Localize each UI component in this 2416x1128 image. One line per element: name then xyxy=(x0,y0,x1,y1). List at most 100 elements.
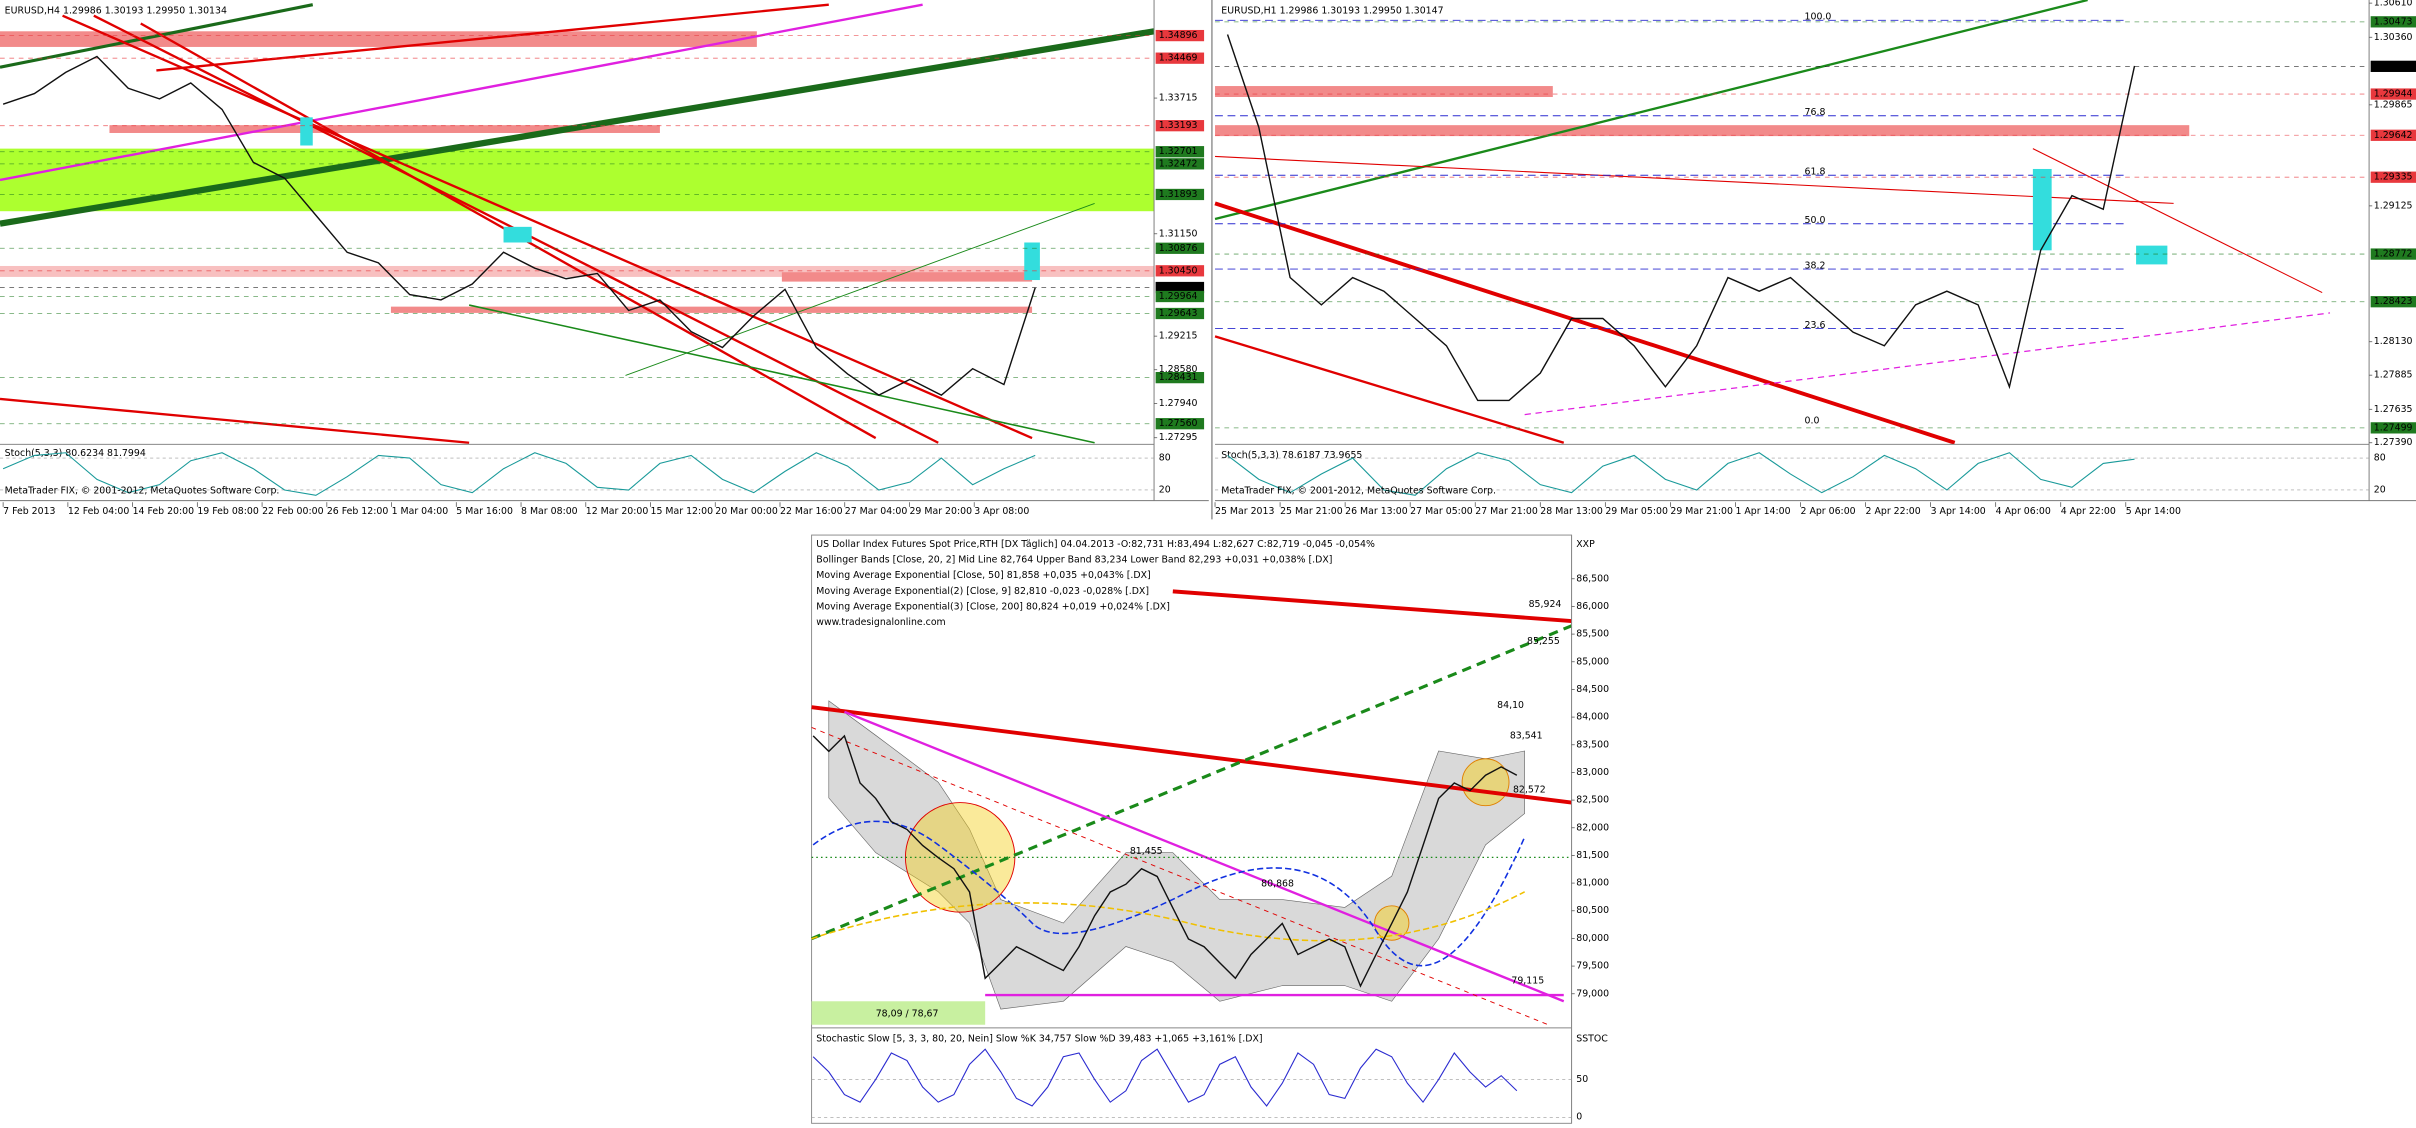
fib-label: 50.0 xyxy=(1805,215,1826,226)
legend-line: Moving Average Exponential [Close, 50] 8… xyxy=(816,570,1150,581)
price-line xyxy=(2,452,1036,496)
price-label: 1.32701 xyxy=(1159,146,1198,157)
y-tick-label: 1.31150 xyxy=(1159,228,1198,239)
zone xyxy=(0,265,1155,277)
price-line xyxy=(1227,452,2135,496)
annotation: 83,541 xyxy=(1510,731,1543,742)
x-tick-label: 27 Mar 04:00 xyxy=(845,506,908,517)
y-tick-label: 1.30610 xyxy=(2374,0,2413,9)
price-label-box xyxy=(1155,120,1205,132)
trendline xyxy=(2032,148,2323,294)
zone xyxy=(781,272,1033,282)
x-tick-label: 27 Mar 05:00 xyxy=(1410,506,1473,517)
stoch-tick-label: 80 xyxy=(1159,453,1171,464)
y-tick-label: 86,000 xyxy=(1576,601,1609,612)
y-tick-label: 86,500 xyxy=(1576,573,1609,584)
x-tick-label: 22 Feb 00:00 xyxy=(262,506,324,517)
y-tick-label: 83,500 xyxy=(1576,739,1609,750)
price-label-box xyxy=(1155,418,1205,430)
price-label: 1.30134 xyxy=(1159,282,1198,293)
x-tick-label: 12 Feb 04:00 xyxy=(68,506,130,517)
price-label-box xyxy=(2370,60,2416,72)
zone xyxy=(390,306,1033,313)
stoch-tick-label: 0 xyxy=(1576,1112,1582,1123)
y-tick-label: 1.28580 xyxy=(1159,364,1198,375)
trendline xyxy=(0,28,1155,227)
y-tick-label: 80,500 xyxy=(1576,905,1609,916)
axis-title: XXP xyxy=(1576,539,1595,550)
price-label-box xyxy=(2370,16,2416,28)
price-label: 1.30473 xyxy=(2374,16,2413,27)
price-line xyxy=(1226,34,2136,402)
price-label-box xyxy=(2370,248,2416,260)
y-tick-label: 81,500 xyxy=(1576,850,1609,861)
trendline xyxy=(1214,0,2088,221)
price-label: 1.30450 xyxy=(1159,265,1198,276)
range-note: 78,09 / 78,67 xyxy=(876,1008,939,1019)
fib-label: 100.0 xyxy=(1805,12,1832,23)
marker xyxy=(2136,245,2168,265)
stoch-label: Stoch(5,3,3) 78.6187 73.9655 xyxy=(1221,450,1362,461)
price-label: 1.27499 xyxy=(2374,422,2413,433)
x-tick-label: 4 Apr 06:00 xyxy=(1996,506,2051,517)
x-tick-label: 8 Mar 08:00 xyxy=(521,506,578,517)
chart-header: EURUSD,H4 1.29986 1.30193 1.29950 1.3013… xyxy=(5,5,227,16)
trendline xyxy=(1214,201,1956,445)
legend-line: Moving Average Exponential(3) [Close, 20… xyxy=(816,602,1170,613)
trendline xyxy=(811,705,1572,805)
price-label-box xyxy=(2370,171,2416,183)
stoch-tick-label: 80 xyxy=(2374,453,2386,464)
price-label: 1.34469 xyxy=(1159,53,1198,64)
legend-line: www.tradesignalonline.com xyxy=(816,617,945,628)
fib-label: 61.8 xyxy=(1805,167,1826,178)
y-tick-label: 80,000 xyxy=(1576,933,1609,944)
trendline xyxy=(156,3,829,72)
price-label-box xyxy=(1155,52,1205,64)
x-tick-label: 5 Mar 16:00 xyxy=(456,506,513,517)
x-tick-label: 1 Mar 04:00 xyxy=(392,506,449,517)
zone xyxy=(1215,86,1553,97)
annotation: 80,868 xyxy=(1261,879,1294,890)
price-label-box xyxy=(2370,129,2416,141)
zone xyxy=(811,1001,986,1025)
marker xyxy=(2032,168,2052,251)
price-label: 1.27560 xyxy=(1159,418,1198,429)
x-tick-label: 5 Apr 14:00 xyxy=(2126,506,2181,517)
legend-line: US Dollar Index Futures Spot Price,RTH [… xyxy=(816,539,1375,550)
x-tick-label: 3 Apr 14:00 xyxy=(1931,506,1986,517)
trendline xyxy=(1524,312,2331,416)
price-label-box xyxy=(1155,188,1205,201)
trendline xyxy=(1214,335,1565,444)
y-tick-label: 1.27390 xyxy=(2374,437,2413,448)
trendline xyxy=(1215,155,2174,204)
price-label-box xyxy=(1155,307,1205,320)
y-tick-label: 1.29125 xyxy=(2374,200,2413,211)
y-tick-label: 1.29215 xyxy=(1159,331,1198,342)
y-tick-label: 82,500 xyxy=(1576,795,1609,806)
price-label-box xyxy=(1155,29,1205,42)
bollinger-band xyxy=(828,700,1525,1010)
price-line xyxy=(2,55,1036,396)
price-label: 1.29944 xyxy=(2374,89,2413,100)
price-label-box xyxy=(1155,281,1205,294)
y-tick-label: 85,500 xyxy=(1576,629,1609,640)
y-tick-label: 79,500 xyxy=(1576,961,1609,972)
price-label: 1.32472 xyxy=(1159,158,1198,169)
price-label: 1.28423 xyxy=(2374,296,2413,307)
x-tick-label: 26 Feb 12:00 xyxy=(327,506,389,517)
trendline xyxy=(62,14,1033,440)
y-tick-label: 1.27295 xyxy=(1159,432,1198,443)
price-label-box xyxy=(1155,242,1205,254)
annotation: 85,255 xyxy=(1527,636,1560,647)
price-label: 1.30876 xyxy=(1159,243,1198,254)
x-tick-label: 15 Mar 12:00 xyxy=(651,506,714,517)
x-tick-label: 29 Mar 05:00 xyxy=(1605,506,1668,517)
chart-header: EURUSD,H1 1.29986 1.30193 1.29950 1.3014… xyxy=(1221,5,1443,16)
x-tick-label: 7 Feb 2013 xyxy=(3,506,55,517)
ema-50 xyxy=(812,820,1526,967)
trendline xyxy=(625,202,1095,376)
panel xyxy=(0,0,1209,520)
fib-label: 0.0 xyxy=(1805,415,1820,426)
fib-label: 76.8 xyxy=(1805,107,1826,118)
